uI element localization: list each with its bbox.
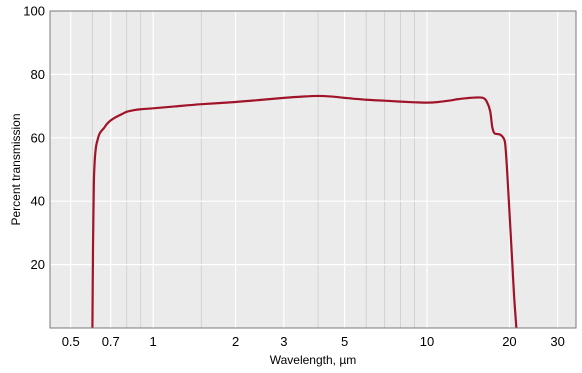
x-tick-label: 0.7: [102, 334, 120, 349]
x-tick-labels: 0.5 0.7 1 2 3 5 10 20 30: [62, 334, 565, 349]
x-tick-label: 30: [550, 334, 564, 349]
x-tick-label: 20: [502, 334, 516, 349]
plot-background: [50, 11, 576, 328]
y-tick-label: 100: [23, 4, 45, 19]
minor-gridlines: [91, 11, 415, 328]
x-tick-label: 5: [341, 334, 348, 349]
series-layer: [91, 94, 518, 329]
y-tick-label: 20: [31, 257, 45, 272]
x-tick-label: 2: [232, 334, 239, 349]
x-tick-label: 10: [420, 334, 434, 349]
x-tick-label: 3: [280, 334, 287, 349]
y-tick-label: 80: [31, 67, 45, 82]
y-tick-label: 60: [31, 130, 45, 145]
x-tick-label: 0.5: [62, 334, 80, 349]
x-tick-label: 1: [150, 334, 157, 349]
major-gridlines: [50, 11, 576, 328]
transmission-series-line-0: [91, 94, 518, 329]
y-tick-labels: 20 40 60 80 100: [23, 4, 45, 273]
y-tick-label: 40: [31, 194, 45, 209]
plot-frame: [49, 10, 577, 329]
y-axis-title: Percent transmission: [9, 113, 23, 225]
x-axis-title: Wavelength, µm: [270, 353, 357, 367]
